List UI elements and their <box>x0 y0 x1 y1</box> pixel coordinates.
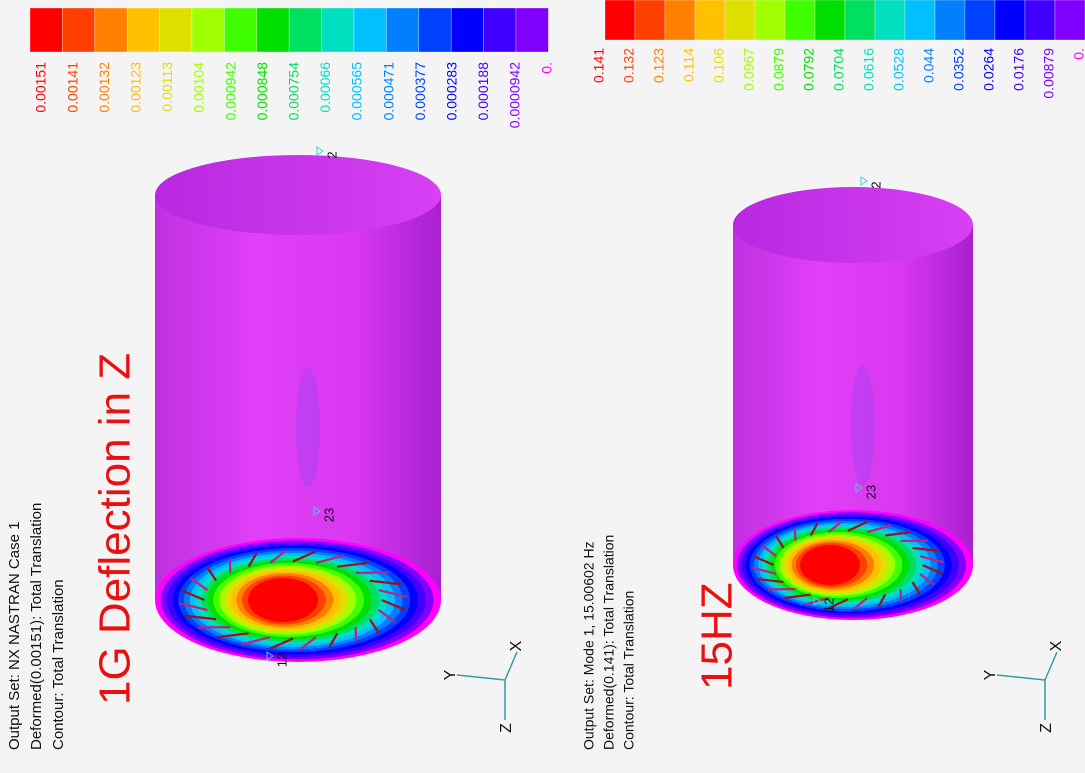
colorbar-label: 0.044 <box>921 48 937 83</box>
colorbar-swatch <box>62 8 94 52</box>
colorbar-label: 0.0967 <box>741 48 757 91</box>
node-label: 2 <box>868 181 883 188</box>
colorbar-label: 0.132 <box>621 48 637 83</box>
colorbar-label: 0.00141 <box>64 62 80 113</box>
cylinder-shadow <box>296 368 320 488</box>
colorbar-label: 0.00151 <box>33 62 49 113</box>
colorbar-label: 0.0352 <box>951 48 967 91</box>
colorbar-swatch <box>635 0 665 40</box>
colorbar-label: 0. <box>538 62 554 74</box>
colorbar-swatch <box>451 8 483 52</box>
colorbar-swatch <box>30 8 62 52</box>
colorbar-swatch <box>815 0 845 40</box>
colorbar-swatch <box>665 0 695 40</box>
colorbar-swatch <box>905 0 935 40</box>
colorbar-swatch <box>785 0 815 40</box>
node-label: 23 <box>321 508 336 522</box>
colorbar-swatch <box>322 8 354 52</box>
colorbar-label: 0.0264 <box>981 48 997 91</box>
triad-label: X <box>1048 640 1065 651</box>
colorbar-swatch <box>605 0 635 40</box>
deflection-vector <box>356 627 357 641</box>
colorbar-label: 0.000754 <box>286 62 302 121</box>
colorbar-swatch <box>224 8 256 52</box>
colorbar-swatch <box>875 0 905 40</box>
colorbar-label: 0.000565 <box>349 62 365 121</box>
output-info: Deformed(0.00151): Total Translation <box>28 503 45 750</box>
colorbar-label: 0.00113 <box>159 62 175 112</box>
colorbar-label: 0.114 <box>681 48 697 82</box>
colorbar-label: 0.00123 <box>128 62 144 113</box>
colorbar-label: 0.000283 <box>444 62 460 121</box>
colorbar-label: 0.123 <box>651 48 667 83</box>
colorbar-label: 0.0879 <box>771 48 787 91</box>
colorbar-label: 0.000188 <box>475 62 491 121</box>
triad-label: Y <box>442 669 459 680</box>
triad-label: Y <box>982 669 999 680</box>
colorbar-swatch <box>386 8 418 52</box>
output-info: Deformed(0.141): Total Translation <box>601 535 617 750</box>
colorbar-swatch <box>257 8 289 52</box>
colorbar-label: 0.000377 <box>412 62 428 121</box>
colorbar-swatch <box>192 8 224 52</box>
colorbar-label: 0.0000942 <box>507 62 523 128</box>
colorbar-swatch <box>419 8 451 52</box>
colorbar-swatch <box>695 0 725 40</box>
output-info: Contour: Total Translation <box>50 579 67 750</box>
colorbar-swatch <box>484 8 516 52</box>
colorbar-swatch <box>755 0 785 40</box>
cylinder-top <box>733 187 973 263</box>
colorbar-swatch <box>845 0 875 40</box>
colorbar-label: 0.0704 <box>831 48 847 91</box>
output-info: Output Set: Mode 1, 15.00602 Hz <box>581 541 597 750</box>
colorbar-swatch <box>354 8 386 52</box>
colorbar-label: 0.0792 <box>801 48 817 91</box>
cylinder-shadow <box>851 365 875 485</box>
contour-ring <box>248 578 318 622</box>
colorbar-swatch <box>965 0 995 40</box>
colorbar-swatch <box>995 0 1025 40</box>
colorbar-label: 0.000942 <box>222 62 238 121</box>
colorbar-swatch <box>160 8 192 52</box>
colorbar-swatch <box>725 0 755 40</box>
colorbar-label: 0.141 <box>591 48 607 83</box>
contour-ring <box>800 545 860 585</box>
colorbar-label: 0.000471 <box>380 62 396 121</box>
deflection-vector <box>230 559 231 573</box>
colorbar-label: 0.00132 <box>96 62 112 113</box>
panel-title: 15HZ <box>693 582 742 690</box>
colorbar-swatch <box>516 8 548 52</box>
cylinder-top <box>155 155 441 235</box>
colorbar-label: 0.00104 <box>191 62 207 113</box>
colorbar-swatch <box>1055 0 1085 40</box>
colorbar-label: 0. <box>1071 48 1085 60</box>
screenshot: 0.00151 0.00141 0.00132 0.00123 0.00113 0.001… <box>0 0 1085 773</box>
colorbar-label: 0.00879 <box>1041 48 1057 99</box>
node-label: 12 <box>274 653 289 667</box>
colorbar-swatch <box>95 8 127 52</box>
output-info: Contour: Total Translation <box>621 591 637 750</box>
output-info: Output Set: NX NASTRAN Case 1 <box>6 522 23 750</box>
node-label: 2 <box>324 151 339 158</box>
colorbar-label: 0.0528 <box>891 48 907 91</box>
colorbar-swatch <box>1025 0 1055 40</box>
triad-label: X <box>508 640 525 651</box>
colorbar-swatch <box>935 0 965 40</box>
colorbar-label: 0.00066 <box>317 62 333 113</box>
colorbar-label: 0.0176 <box>1011 48 1027 91</box>
colorbar-label: 0.0616 <box>861 48 877 91</box>
node-label: 23 <box>863 485 878 499</box>
node-label: 12 <box>821 598 836 612</box>
colorbar-label: 0.000848 <box>254 62 270 121</box>
triad-label: Z <box>1038 723 1055 733</box>
panel-title: 1G Deflection in Z <box>91 353 140 705</box>
colorbar-swatch <box>127 8 159 52</box>
colorbar-swatch <box>289 8 321 52</box>
colorbar-label: 0.106 <box>711 48 727 83</box>
triad-label: Z <box>498 723 515 733</box>
